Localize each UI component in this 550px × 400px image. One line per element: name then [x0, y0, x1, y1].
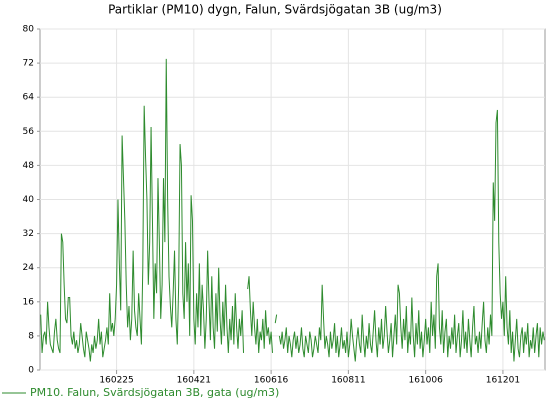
x-tick-label: 160811 [331, 376, 365, 386]
y-tick-label: 64 [23, 93, 35, 103]
y-tick-label: 48 [23, 161, 35, 171]
x-tick-label: 161006 [408, 376, 443, 386]
legend-label: PM10. Falun, Svärdsjögatan 3B, gata (ug/… [30, 386, 279, 399]
y-tick-label: 56 [23, 127, 35, 137]
x-tick-label: 160616 [254, 376, 289, 386]
chart-title: Partiklar (PM10) dygn, Falun, Svärdsjöga… [108, 3, 442, 17]
x-tick-label: 161201 [486, 376, 520, 386]
y-tick-label: 24 [23, 263, 35, 273]
y-tick-label: 40 [23, 195, 35, 205]
y-tick-label: 8 [28, 331, 34, 341]
y-tick-label: 72 [23, 59, 34, 69]
y-tick-label: 16 [23, 297, 35, 307]
x-tick-label: 160421 [177, 376, 211, 386]
x-tick-label: 160225 [99, 376, 133, 386]
data-line [40, 58, 545, 362]
y-tick-label: 0 [28, 366, 34, 376]
y-tick-label: 80 [23, 25, 35, 35]
y-tick-label: 32 [23, 229, 34, 239]
